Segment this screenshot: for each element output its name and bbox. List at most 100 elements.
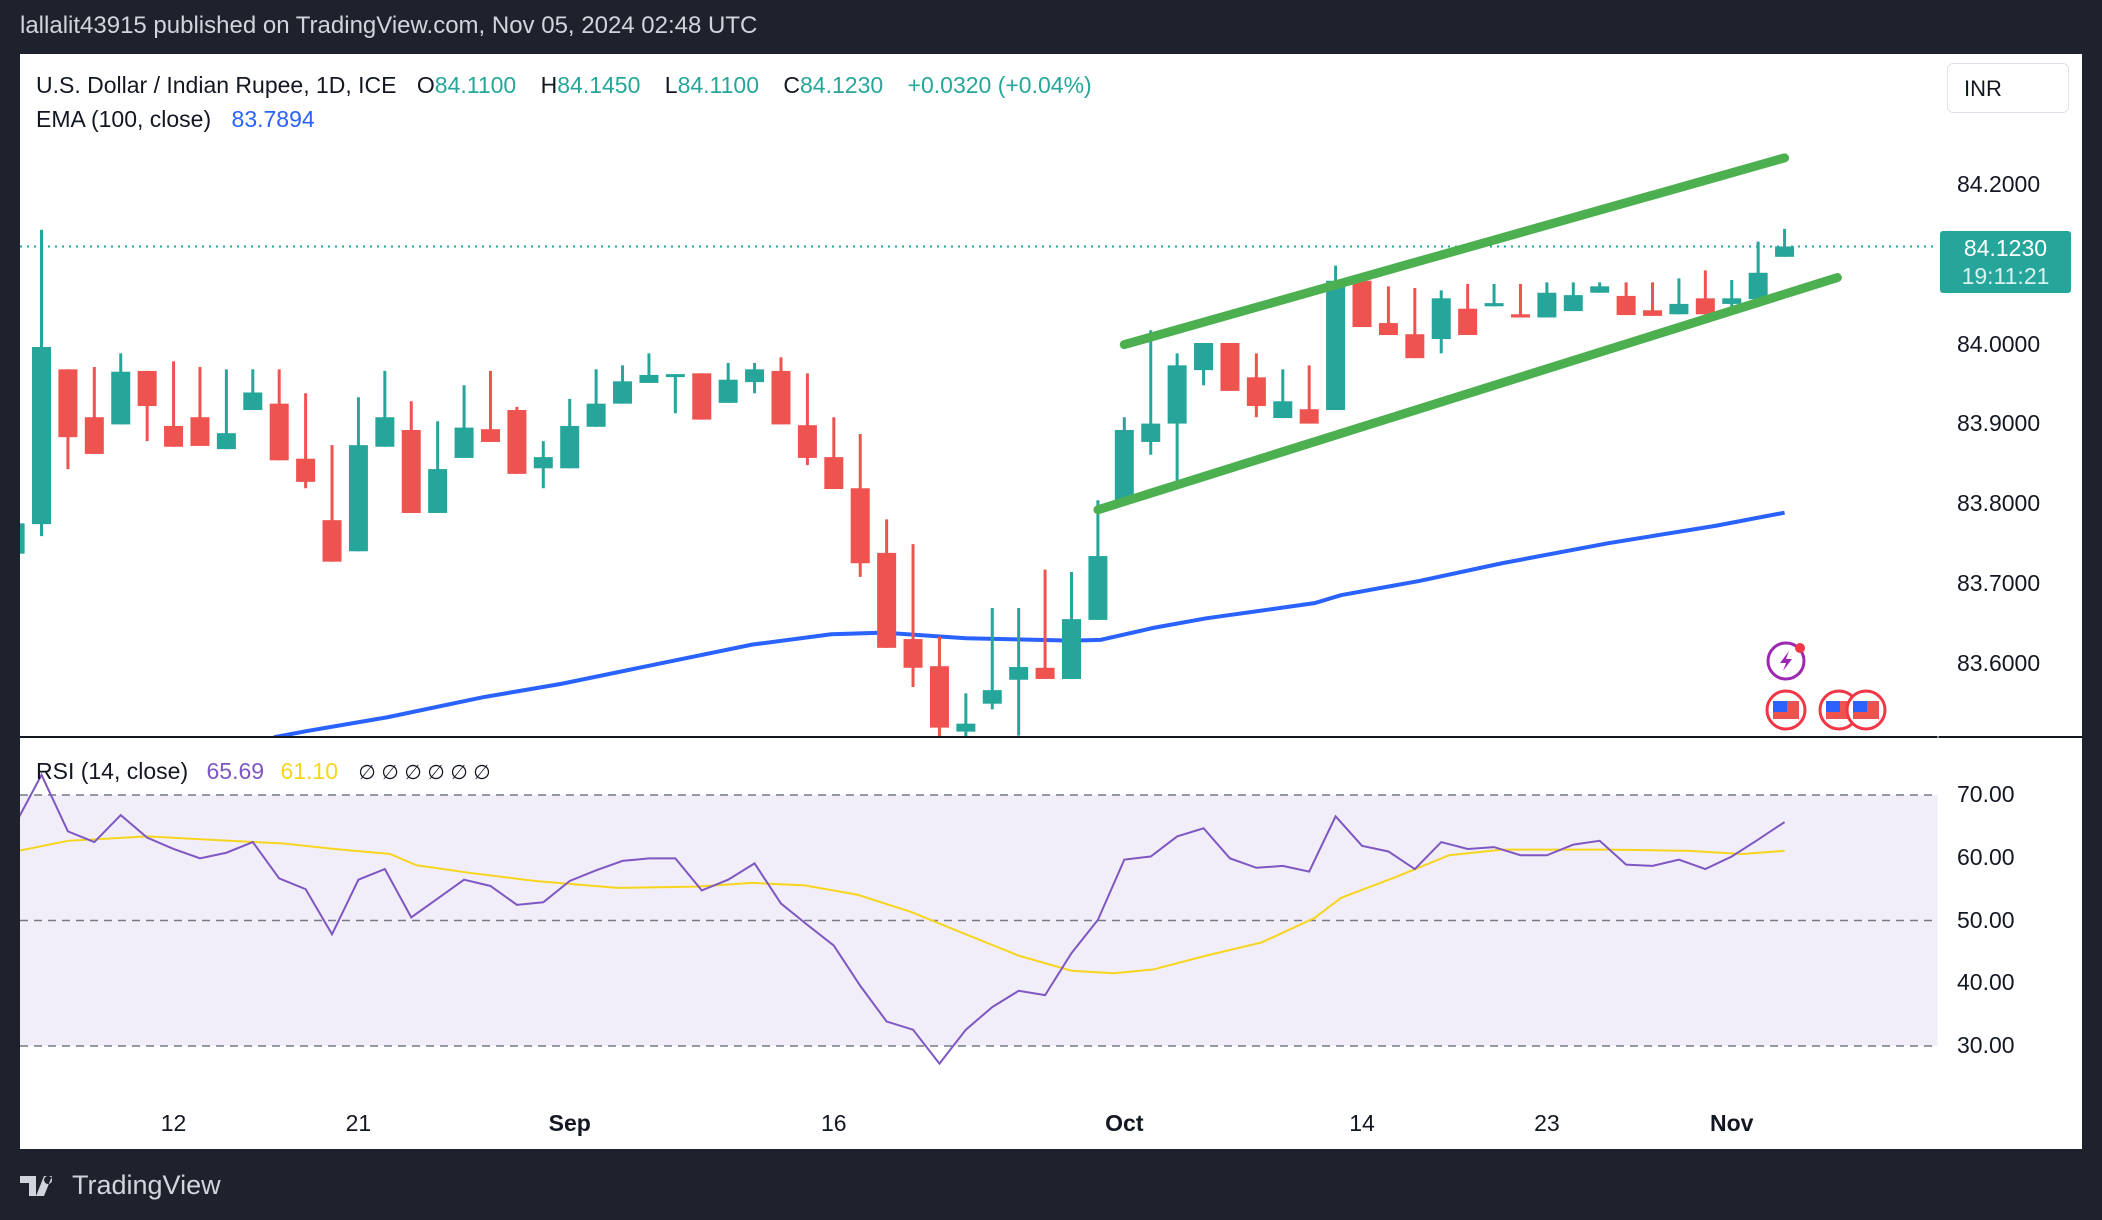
candle[interactable]: [1088, 500, 1108, 620]
rsi-tick-label: 70.00: [1957, 781, 2015, 807]
candle[interactable]: [956, 693, 976, 743]
candle[interactable]: [797, 373, 817, 466]
candle[interactable]: [1748, 241, 1768, 300]
candle[interactable]: [877, 519, 897, 648]
candle[interactable]: [929, 636, 949, 744]
candle[interactable]: [718, 362, 738, 403]
candle[interactable]: [1537, 282, 1557, 318]
candle[interactable]: [1458, 283, 1478, 336]
ema-legend[interactable]: EMA (100, close) 83.7894: [36, 106, 319, 133]
publisher-info: lallalit43915 published on TradingView.c…: [20, 12, 758, 39]
candle[interactable]: [1590, 282, 1610, 293]
ema-100-line[interactable]: [273, 510, 1785, 738]
candle[interactable]: [322, 445, 342, 562]
candle[interactable]: [348, 397, 368, 552]
candle[interactable]: [1246, 353, 1266, 418]
candle[interactable]: [745, 362, 765, 394]
us-flag-event-icon[interactable]: [1845, 689, 1887, 731]
candle[interactable]: [32, 229, 52, 537]
currency-button[interactable]: INR: [1947, 63, 2069, 113]
candle[interactable]: [560, 398, 580, 469]
candle[interactable]: [375, 370, 395, 447]
candle[interactable]: [982, 607, 1002, 710]
candle[interactable]: [1722, 279, 1742, 308]
channel-lower-line[interactable]: [1093, 273, 1842, 515]
candle-body: [1405, 334, 1425, 359]
candle[interactable]: [1643, 282, 1663, 316]
candle-body: [1458, 308, 1478, 336]
candle[interactable]: [1405, 287, 1425, 359]
candle[interactable]: [480, 370, 500, 442]
candle[interactable]: [1616, 282, 1636, 316]
candle[interactable]: [1378, 286, 1398, 336]
candle[interactable]: [771, 357, 791, 425]
candle[interactable]: [1220, 343, 1240, 391]
candle[interactable]: [1299, 365, 1319, 424]
candle-body: [613, 381, 633, 404]
us-flag-event-icon[interactable]: [1765, 689, 1807, 731]
candle[interactable]: [586, 369, 606, 427]
candle[interactable]: [6, 520, 25, 560]
ema-label: EMA (100, close): [36, 106, 212, 132]
candle[interactable]: [1035, 569, 1055, 679]
candle[interactable]: [507, 406, 527, 474]
candle[interactable]: [216, 369, 236, 450]
lightning-event-icon[interactable]: [1766, 641, 1806, 681]
candle[interactable]: [1695, 270, 1715, 315]
candle-body: [1273, 401, 1293, 419]
candle-body: [190, 417, 210, 446]
candle[interactable]: [269, 369, 289, 461]
candle[interactable]: [850, 433, 870, 577]
last-price-value: 84.1230: [1963, 235, 2048, 261]
channel-upper-line[interactable]: [1119, 153, 1790, 350]
candle[interactable]: [1167, 353, 1187, 482]
candle[interactable]: [401, 401, 421, 513]
candle[interactable]: [639, 353, 659, 383]
candle[interactable]: [1510, 283, 1530, 318]
high-label: H: [540, 72, 558, 98]
candle[interactable]: [296, 393, 316, 489]
candle[interactable]: [1775, 228, 1795, 257]
time-tick-label: Sep: [548, 1110, 591, 1136]
candle[interactable]: [533, 441, 553, 489]
candle-body: [269, 403, 289, 461]
candle-body: [982, 690, 1002, 704]
candle[interactable]: [1062, 572, 1081, 679]
candle[interactable]: [164, 361, 184, 447]
candle[interactable]: [1326, 265, 1346, 411]
candle[interactable]: [903, 544, 923, 687]
candle[interactable]: [1009, 607, 1029, 736]
footer-brand-name: TradingView: [72, 1170, 221, 1200]
rsi-line[interactable]: [15, 772, 1786, 1066]
candle-body: [1194, 343, 1214, 371]
candle-body: [586, 403, 606, 427]
candle[interactable]: [692, 373, 712, 420]
rsi-legend[interactable]: RSI (14, close) 65.69 61.10 ∅ ∅ ∅ ∅ ∅ ∅: [36, 758, 495, 785]
candle[interactable]: [243, 369, 263, 411]
candle[interactable]: [454, 385, 474, 458]
symbol-legend[interactable]: U.S. Dollar / Indian Rupee, 1D, ICE O84.…: [36, 72, 1096, 99]
candle[interactable]: [613, 365, 633, 404]
candle-body: [296, 458, 316, 482]
candle[interactable]: [1352, 280, 1372, 328]
candle-body: [216, 433, 236, 450]
candle[interactable]: [137, 370, 157, 442]
candle[interactable]: [1669, 278, 1689, 315]
candle-body: [877, 552, 897, 648]
candle[interactable]: [824, 417, 844, 490]
candle[interactable]: [1484, 283, 1504, 307]
candle[interactable]: [665, 374, 685, 414]
candle[interactable]: [1563, 282, 1583, 312]
rsi-ma-line[interactable]: [15, 835, 1785, 975]
candle[interactable]: [190, 366, 210, 446]
candle[interactable]: [1114, 417, 1134, 504]
candle[interactable]: [58, 369, 78, 470]
candle[interactable]: [111, 353, 131, 425]
candle[interactable]: [428, 421, 448, 513]
candle[interactable]: [1431, 290, 1451, 354]
candle[interactable]: [1194, 343, 1214, 386]
candle[interactable]: [84, 366, 104, 454]
candle[interactable]: [1273, 369, 1293, 419]
candle[interactable]: [1141, 330, 1161, 455]
